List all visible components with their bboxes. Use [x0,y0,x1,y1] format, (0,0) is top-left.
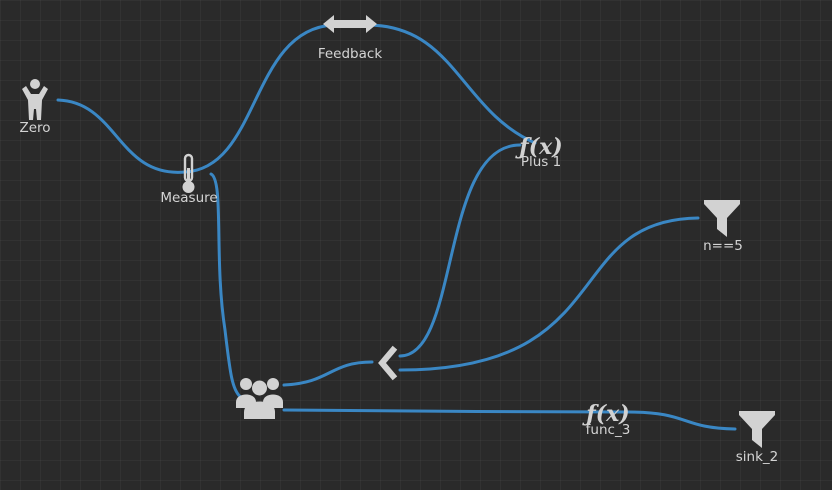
node-label-measure: Measure [160,190,217,206]
edge-zero-measure[interactable] [56,98,187,174]
edge-measure-group[interactable] [209,172,244,400]
person-icon [22,79,48,120]
function-icon: ƒ(x) [514,134,562,160]
edge-split-n5[interactable] [398,216,700,372]
node-measure[interactable]: Measure [160,153,218,206]
edge-measure-feedback[interactable] [183,23,335,174]
edge-split-plus1[interactable] [398,143,522,358]
thermometer-icon [182,153,195,193]
svg-text:ƒ(x): ƒ(x) [581,401,629,427]
edge-group-split[interactable] [282,360,374,387]
node-label-sink2: sink_2 [736,449,779,465]
svg-text:ƒ(x): ƒ(x) [514,134,562,160]
chevron-left-icon [378,345,398,381]
node-label-func3: func_3 [586,422,631,438]
node-label-n5: n==5 [703,238,743,254]
edges [56,23,737,431]
node-sink2[interactable]: sink_2 [736,411,779,465]
node-func3[interactable]: ƒ(x) func_3 [581,401,630,438]
node-label-feedback: Feedback [318,46,382,62]
edge-group-func3[interactable] [282,408,627,414]
filter-icon [704,200,740,237]
edge-feedback-plus1[interactable] [365,23,537,145]
node-label-plus1: Plus 1 [521,154,561,170]
double-arrow-icon [323,15,377,33]
node-label-zero: Zero [19,120,50,136]
group-icon [236,378,283,419]
function-icon: ƒ(x) [581,401,629,427]
node-n5[interactable]: n==5 [703,200,743,254]
node-split[interactable] [378,345,398,381]
node-plus1[interactable]: ƒ(x) Plus 1 [514,134,562,170]
node-zero[interactable]: Zero [19,79,51,136]
node-group[interactable] [236,378,283,419]
node-feedback[interactable]: Feedback [318,15,382,62]
filter-icon [739,411,775,448]
edge-func3-sink2[interactable] [626,410,737,431]
